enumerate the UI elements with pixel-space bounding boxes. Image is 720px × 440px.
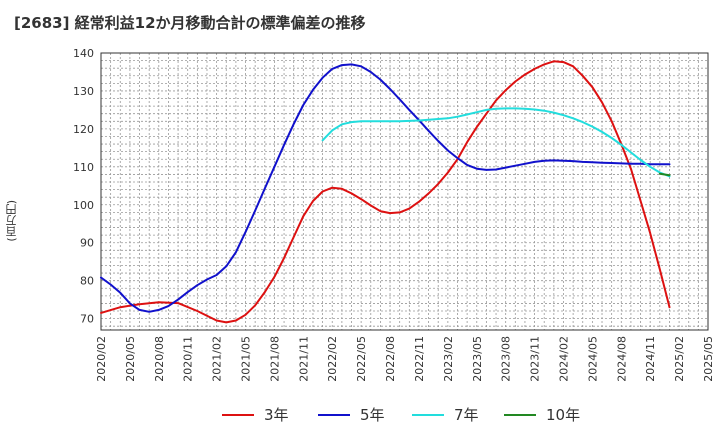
- y-tick-label: 100: [73, 199, 94, 212]
- legend-label: 7年: [454, 406, 479, 424]
- x-tick-label: 2023/08: [500, 336, 513, 382]
- y-tick-label: 140: [73, 47, 94, 60]
- legend-label: 3年: [264, 406, 289, 424]
- y-tick-label: 80: [80, 275, 94, 288]
- series-line-5年: [100, 63, 671, 313]
- x-tick-label: 2020/08: [153, 336, 166, 382]
- y-tick-label: 110: [73, 161, 94, 174]
- plot-frame: [100, 52, 709, 331]
- x-tick-label: 2024/02: [557, 336, 570, 382]
- plot-area: [101, 53, 708, 330]
- x-tick-label: 2025/02: [673, 336, 686, 382]
- x-tick-label: 2022/05: [355, 336, 368, 382]
- chart-legend: 3年 5年 7年 10年: [0, 404, 720, 428]
- x-tick-label: 2023/02: [442, 336, 455, 382]
- x-tick-label: 2024/08: [615, 336, 628, 382]
- legend-label: 5年: [360, 406, 385, 424]
- legend-swatch: [504, 413, 536, 416]
- x-tick-label: 2021/08: [268, 336, 281, 382]
- y-tick-label: 120: [73, 123, 94, 136]
- legend-item: 7年: [412, 404, 479, 425]
- series-line-10年: [658, 172, 671, 177]
- x-tick-label: 2025/05: [702, 336, 715, 382]
- x-tick-label: 2023/05: [471, 336, 484, 382]
- legend-swatch: [222, 413, 254, 416]
- legend-swatch: [412, 413, 444, 416]
- chart-title: [2683] 経常利益12か月移動合計の標準偏差の推移: [14, 14, 366, 32]
- x-tick-label: 2021/11: [297, 336, 310, 382]
- x-tick-label: 2020/05: [124, 336, 137, 382]
- x-tick-label: 2023/11: [529, 336, 542, 382]
- x-tick-label: 2020/02: [95, 336, 108, 382]
- x-tick-label: 2022/11: [413, 336, 426, 382]
- legend-label: 10年: [546, 406, 581, 424]
- x-tick-label: 2022/08: [384, 336, 397, 382]
- x-tick-label: 2021/02: [211, 336, 224, 382]
- x-tick-label: 2024/11: [644, 336, 657, 382]
- x-tick-label: 2020/11: [182, 336, 195, 382]
- series-line-7年: [321, 107, 671, 178]
- y-tick-label: 130: [73, 85, 94, 98]
- x-tick-label: 2021/05: [240, 336, 253, 382]
- x-tick-label: 2022/02: [326, 336, 339, 382]
- y-tick-label: 70: [80, 313, 94, 326]
- x-tick-label: 2024/05: [586, 336, 599, 382]
- legend-item: 10年: [504, 404, 580, 425]
- y-tick-label: 90: [80, 237, 94, 250]
- legend-item: 3年: [222, 404, 289, 425]
- legend-swatch: [318, 413, 350, 416]
- series-line-3年: [100, 60, 671, 324]
- legend-item: 5年: [318, 404, 385, 425]
- line-chart: 70 80 90 100 110 120 130 140 2020/02 2020/05 2020/…: [73, 47, 715, 382]
